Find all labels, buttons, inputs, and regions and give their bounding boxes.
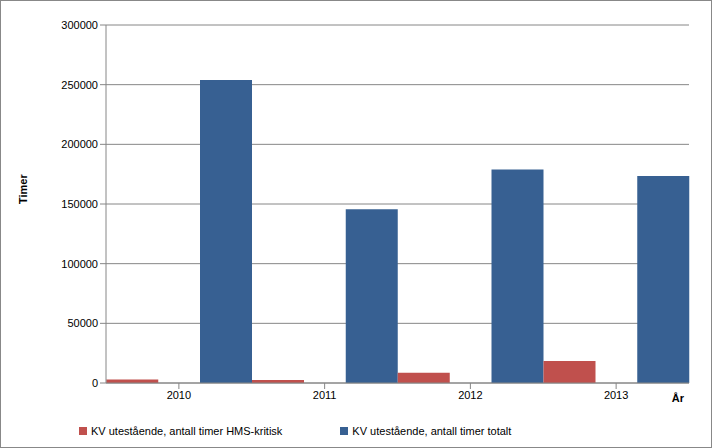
svg-text:250000: 250000 [61,79,98,91]
svg-text:2012: 2012 [458,389,482,401]
svg-text:2011: 2011 [313,389,337,401]
svg-text:2010: 2010 [167,389,191,401]
svg-text:200000: 200000 [61,138,98,150]
svg-text:100000: 100000 [61,258,98,270]
svg-text:300000: 300000 [61,19,98,31]
svg-text:Timer: Timer [17,174,29,204]
svg-text:0: 0 [92,377,98,389]
svg-text:2013: 2013 [604,389,628,401]
svg-text:150000: 150000 [61,198,98,210]
html-text:KV utestående, antall timer HM: KV utestående, antall timer HMS-kritisk [91,425,283,437]
svg-text:År: År [672,392,685,404]
html-text:KV utestående, antall timer to: KV utestående, antall timer totalt [352,425,512,437]
svg-text:50000: 50000 [67,317,98,329]
